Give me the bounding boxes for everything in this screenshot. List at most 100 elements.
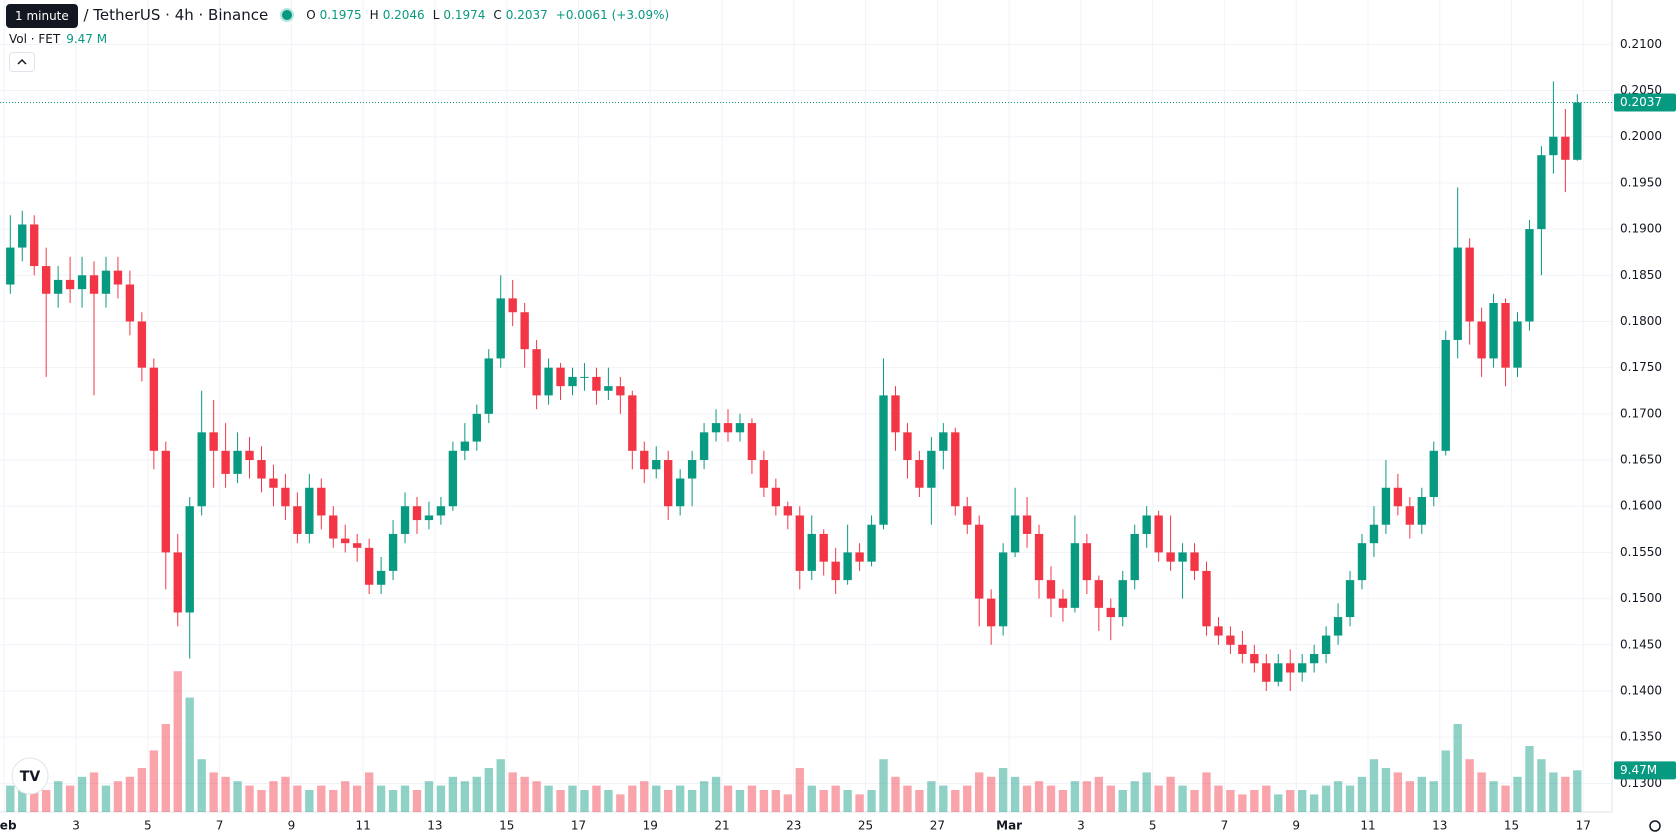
volume-bar (341, 781, 350, 812)
candle-body (819, 533, 828, 562)
volume-bar (1274, 794, 1283, 812)
volume-legend: Vol · FET 9.47 M (9, 32, 107, 46)
candle-body (472, 413, 481, 442)
candle-body (628, 395, 637, 451)
candle-body (305, 487, 314, 534)
volume-bar (1070, 781, 1080, 812)
volume-bar (532, 781, 541, 812)
volume-bar (1142, 772, 1151, 812)
x-tick-label: 5 (144, 819, 152, 833)
candle-body (771, 487, 781, 507)
candle-body (1130, 533, 1139, 581)
volume-bar (1321, 785, 1331, 812)
candle-body (125, 284, 135, 322)
x-tick-label: 9 (1292, 819, 1300, 833)
candle-body (1501, 302, 1510, 368)
collapse-button[interactable] (9, 52, 35, 72)
volume-bar (1345, 785, 1355, 812)
y-tick-label: 0.2100 (1620, 37, 1662, 51)
x-tick-label: 7 (1221, 819, 1229, 833)
volume-bar (1465, 759, 1474, 812)
candle-body (867, 524, 876, 562)
volume-bar (1250, 790, 1259, 812)
volume-bar (783, 794, 793, 812)
volume-pane (6, 671, 1582, 812)
candle-body (197, 432, 206, 507)
volume-bar (544, 785, 553, 812)
volume-bar (1525, 746, 1534, 812)
candle-body (1297, 663, 1307, 673)
volume-title: Vol · FET (9, 32, 61, 46)
volume-bar (89, 772, 99, 812)
volume-bar (664, 790, 673, 812)
y-tick-label: 0.1400 (1620, 683, 1662, 697)
grid (0, 0, 1612, 812)
tv-logo: TV (11, 757, 49, 795)
candle-body (1309, 654, 1319, 664)
volume-bar (771, 790, 781, 812)
last-price-tag (1614, 93, 1676, 112)
volume-bar (1369, 759, 1379, 812)
ohlc-value: 0.1974 (443, 8, 486, 22)
settings-icon[interactable] (1649, 820, 1661, 832)
candle-body (257, 460, 266, 479)
candle-body (1465, 247, 1474, 322)
volume-bar (364, 772, 374, 812)
candle-body (568, 376, 577, 387)
candle-body (173, 552, 182, 613)
x-tick-label: 15 (499, 819, 514, 833)
volume-bar (927, 781, 936, 812)
volume-bar (747, 785, 757, 812)
volume-bar (1082, 781, 1092, 812)
volume-bar (245, 785, 254, 812)
volume-bar (1561, 776, 1570, 812)
candle-body (1561, 136, 1570, 160)
candle-body (604, 386, 613, 391)
volume-bar (41, 790, 51, 812)
volume-bar (1286, 790, 1295, 812)
legend-header: AI / TetherUS · 4h · Binance O 0.1975 H 0.… (64, 6, 673, 24)
candle-body (1333, 617, 1343, 636)
volume-bar (1106, 785, 1115, 812)
candle-body (233, 450, 242, 474)
candle-body (1070, 543, 1080, 608)
candle-body (1166, 552, 1175, 562)
status-dot (280, 8, 295, 22)
candle-body (520, 312, 529, 350)
candle-body (1034, 533, 1044, 581)
volume-value: 9.47 M (66, 32, 108, 46)
volume-bar (1333, 781, 1343, 812)
candle-body (711, 423, 721, 433)
volume-bar (699, 781, 709, 812)
x-tick-label: 11 (356, 819, 371, 833)
volume-bar (30, 781, 39, 812)
x-tick-label: 19 (643, 819, 658, 833)
volume-bar (77, 776, 87, 812)
x-tick-label: 15 (1504, 819, 1519, 833)
candle-body (1286, 663, 1295, 673)
volume-bar (975, 772, 984, 812)
y-tick-label: 0.1350 (1620, 730, 1662, 744)
candle-body (185, 506, 194, 613)
candle-body (1142, 515, 1151, 534)
x-tick-label: Feb (0, 819, 17, 833)
candle-body (1441, 339, 1450, 451)
y-tick-label: 0.1600 (1620, 499, 1662, 513)
x-tick-label: 7 (216, 819, 224, 833)
candle-body (783, 506, 793, 516)
volume-bar (412, 790, 422, 812)
volume-bar (1118, 790, 1127, 812)
candle-body (113, 270, 123, 285)
candle-body (508, 298, 517, 313)
candle-body (592, 376, 601, 391)
volume-bar (1046, 785, 1056, 812)
x-tick-label: 9 (288, 819, 296, 833)
candle-body (1429, 450, 1438, 497)
candle-body (903, 432, 912, 461)
volume-bar (1549, 772, 1558, 812)
candle-body (723, 423, 733, 433)
volume-tag (1614, 761, 1676, 780)
x-tick-label: 3 (72, 819, 80, 833)
volume-bar (1429, 781, 1438, 812)
